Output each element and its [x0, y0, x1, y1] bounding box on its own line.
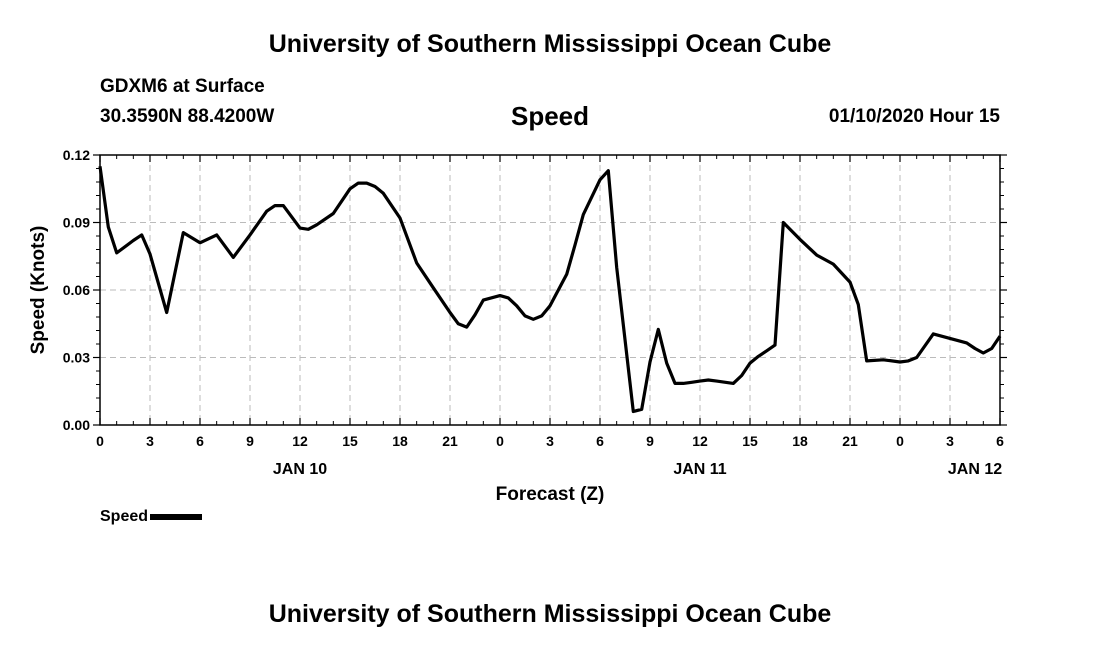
x-tick-label: 0 [896, 433, 904, 449]
x-tick-label: 9 [246, 433, 254, 449]
chart-header-title: University of Southern Mississippi Ocean… [268, 30, 832, 58]
date-label: JAN 11 [673, 461, 726, 478]
x-tick-label: 6 [996, 433, 1004, 449]
x-tick-label: 15 [742, 433, 758, 449]
plot-frame [99, 154, 1001, 426]
x-tick-label: 21 [442, 433, 458, 449]
x-tick-label: 3 [146, 433, 154, 449]
x-tick-label: 21 [842, 433, 858, 449]
legend-label: Speed [100, 508, 149, 525]
date-label: JAN 10 [273, 461, 327, 478]
x-tick-label: 3 [946, 433, 954, 449]
location-label: 30.3590N 88.4200W [100, 106, 275, 127]
y-tick-label: 0.03 [63, 350, 90, 366]
x-tick-label: 6 [196, 433, 204, 449]
y-tick-label: 0.12 [63, 147, 90, 163]
x-tick-label: 18 [792, 433, 808, 449]
y-tick-label: 0.00 [63, 417, 90, 433]
y-axis-title: Speed (Knots) [28, 226, 49, 355]
x-tick-label: 0 [496, 433, 504, 449]
datetime-label: 01/10/2020 Hour 15 [828, 106, 1000, 127]
x-tick-label: 12 [692, 433, 708, 449]
y-tick-label: 0.09 [63, 215, 90, 231]
x-axis-title: Forecast (Z) [496, 484, 605, 505]
x-tick-label: 0 [96, 433, 104, 449]
y-tick-label: 0.06 [63, 282, 90, 298]
grid-lines [100, 155, 1000, 425]
variable-title: Speed [510, 101, 590, 131]
speed-series-line [98, 166, 1002, 414]
x-tick-label: 12 [292, 433, 308, 449]
x-tick-label: 9 [646, 433, 654, 449]
x-tick-label: 15 [342, 433, 358, 449]
chart-footer-title: University of Southern Mississippi Ocean… [268, 600, 832, 628]
x-tick-label: 6 [596, 433, 604, 449]
station-label: GDXM6 at Surface [100, 76, 265, 97]
x-tick-label: 18 [392, 433, 408, 449]
x-tick-label: 3 [546, 433, 554, 449]
legend: Speed [100, 508, 203, 526]
date-label: JAN 12 [948, 461, 1002, 478]
axis-labels: 0 3 6 9 12 15 18 21 0 3 6 9 12 15 18 21 0 3 6 0.00 0.03 0.06 0… [63, 147, 1004, 478]
legend-swatch [150, 513, 203, 520]
